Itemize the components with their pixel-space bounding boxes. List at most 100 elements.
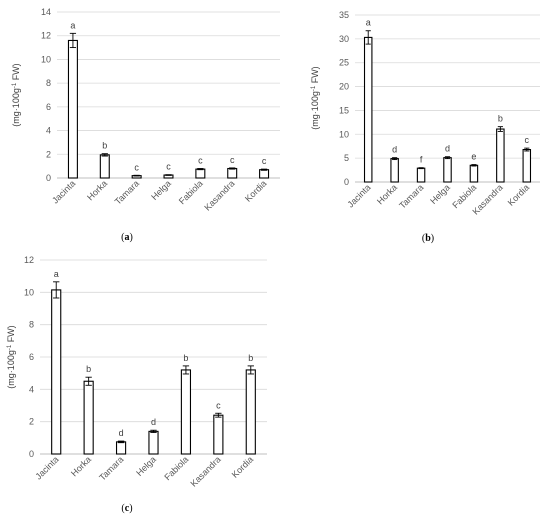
bar-horka [390,158,399,183]
y-tick-label: 0 [46,173,51,183]
error-bar [247,365,254,375]
category-label: Fabiola [162,454,190,482]
error-bar [418,167,424,170]
category-label: Helga [149,178,173,202]
chart-panel-1: 02468101214aJacintabHorkacTamaracHelgacF… [11,7,280,243]
category-label: Tamara [397,182,425,210]
bar-horka [99,154,110,179]
bar-helga [148,430,159,455]
bar-tamara [115,441,127,455]
y-tick-label: 12 [41,31,51,41]
y-tick-label: 25 [339,58,349,68]
significance-letter: c [166,162,171,172]
error-bar [117,440,125,444]
y-tick-label: 8 [46,78,51,88]
bar-fabiola [469,164,479,183]
error-bar [85,376,92,386]
bar-tamara [416,167,426,183]
significance-letter: c [134,162,139,172]
category-label: Jacinta [50,178,77,205]
error-bar [444,156,451,160]
y-tick-label: 30 [339,34,349,44]
category-label: Horka [85,178,109,202]
significance-letter: d [445,144,450,154]
chart-panel-3: 0 2 4 6 8 10 12 a Jacinta b Horka d Tamara d Helga b Fab… [6,255,267,514]
y-axis-label: (mg·100g-1 FW) [11,63,21,126]
y-tick-label: 0 [344,177,349,187]
bar-kordia [245,369,256,455]
error-bar [182,365,190,375]
category-label: Kordia [243,178,268,203]
error-bar [133,174,140,177]
y-tick-label: 2 [29,417,34,427]
y-tick-label: 6 [29,352,34,362]
error-bar [197,168,204,171]
significance-letter: c [216,400,221,410]
significance-letter: c [198,156,203,166]
category-label: Horka [375,182,399,206]
error-bar [69,32,77,49]
significance-letter: f [420,155,423,165]
significance-letter: b [183,353,188,363]
y-tick-label: 10 [41,54,51,64]
error-bar [260,168,268,171]
error-bar [165,174,172,176]
category-label: Tamara [97,454,125,482]
y-tick-label: 20 [339,82,349,92]
error-bar [215,412,222,418]
category-label: Kordia [506,182,531,207]
y-tick-label: 14 [41,7,51,17]
bar-fabiola [180,369,192,455]
significance-letter: b [86,364,91,374]
significance-letter: d [151,417,156,427]
significance-letter: c [262,156,267,166]
y-tick-label: 2 [46,149,51,159]
y-tick-label: 6 [46,102,51,112]
category-label: Fabiola [177,178,205,206]
significance-letter: d [392,145,397,155]
bar-helga [443,157,452,183]
category-label: Jacinta [33,454,60,481]
error-bar [53,281,60,299]
bar-kasandra [227,167,238,179]
y-tick-label: 10 [24,287,34,297]
error-bar [471,164,477,167]
y-tick-label: 0 [29,449,34,459]
bar-kasandra [496,128,505,183]
chart-panel-2: 0 5 10 15 20 25 30 35 a Jacinta d Horka f Tamara d Helg… [310,10,540,244]
bar-jacinta [67,39,78,179]
category-label: Kasandra [188,454,222,488]
bar-kordia [522,149,532,183]
significance-letter: b [498,114,503,124]
significance-letter: b [102,141,107,151]
y-tick-label: 10 [339,129,349,139]
panel-label: (c) [121,503,132,514]
category-label: Helga [428,182,452,206]
significance-letter: a [54,269,59,279]
y-tick-label: 4 [29,384,34,394]
error-bar [150,429,157,433]
significance-letter: a [366,18,371,28]
significance-letter: c [230,155,235,165]
y-tick-label: 15 [339,105,349,115]
panel-label: (b) [422,233,434,244]
category-label: Tamara [113,178,141,206]
bar-kasandra [213,414,224,455]
significance-letter: a [70,20,75,30]
significance-letter: e [471,152,476,162]
y-tick-label: 4 [46,126,51,136]
significance-letter: c [525,135,530,145]
bar-fabiola [195,168,206,179]
error-bar [365,30,371,45]
error-bar [229,167,236,170]
category-label: Jacinta [345,182,372,209]
error-bar [497,126,503,132]
significance-letter: b [248,353,253,363]
significance-letter: d [119,428,124,438]
panel-label: (a) [121,232,133,243]
error-bar [101,153,108,157]
y-tick-label: 8 [29,320,34,330]
bar-horka [83,380,94,455]
category-label: Kordia [230,454,255,479]
